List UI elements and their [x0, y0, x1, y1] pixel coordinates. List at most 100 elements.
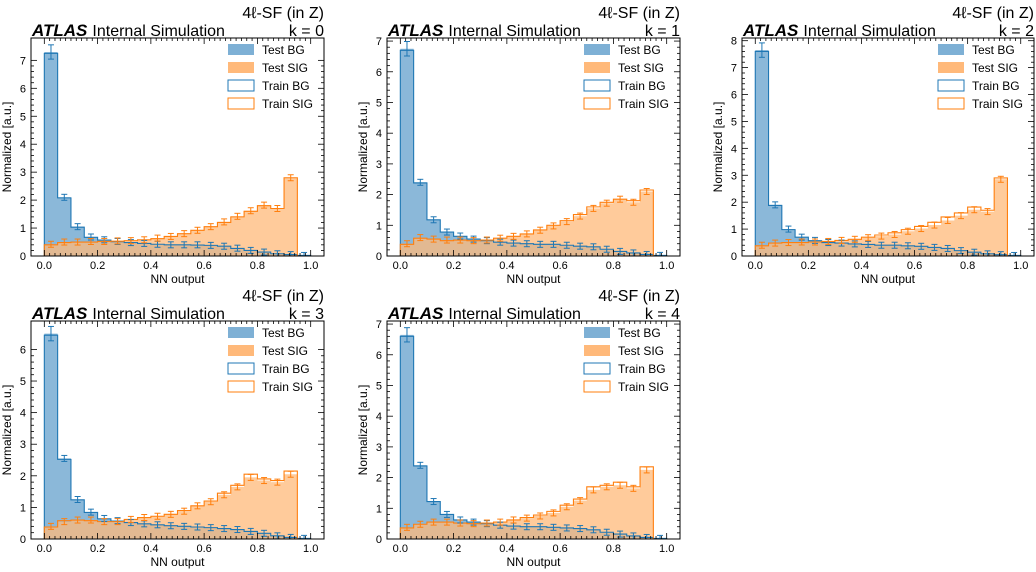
series-fill-1: [755, 179, 1008, 256]
error-bar: [1011, 251, 1018, 256]
error-bar: [603, 245, 610, 253]
error-bar: [550, 509, 557, 517]
x-tick-label: 1.0: [1013, 260, 1028, 272]
x-tick-label: 0.6: [196, 543, 211, 555]
x-tick-label: 1.0: [303, 543, 318, 555]
error-bar: [825, 237, 832, 245]
error-bar: [785, 225, 792, 233]
error-bar: [417, 234, 424, 242]
error-bar: [221, 525, 228, 533]
error-bar: [61, 238, 68, 246]
fold-label: k = 4: [645, 306, 680, 323]
y-tick-label: 0: [376, 251, 382, 263]
error-bar: [497, 518, 504, 526]
x-tick-label: 0.2: [90, 543, 105, 555]
y-tick-label: 6: [376, 67, 382, 79]
series-fill-0: [400, 48, 667, 256]
legend-label: Train SIG: [262, 97, 313, 111]
legend-swatch: [583, 362, 611, 375]
x-tick-label: 0.4: [499, 543, 514, 555]
error-bar: [74, 496, 81, 504]
error-bar: [497, 234, 504, 242]
series-fill-1: [44, 474, 298, 539]
y-tick-label: 2: [20, 471, 26, 483]
error-bar: [997, 175, 1004, 183]
error-bar: [550, 222, 557, 230]
x-axis-label: NN output: [150, 555, 205, 569]
y-tick-label: 8: [731, 36, 737, 48]
legend-swatch: [938, 44, 964, 55]
plot-area: [43, 44, 312, 256]
error-bar: [261, 201, 268, 209]
error-bar: [603, 199, 610, 207]
y-tick-label: 6: [20, 83, 26, 95]
error-bar: [114, 518, 121, 526]
y-tick-label: 7: [731, 63, 737, 75]
series-outline-1: [754, 177, 1008, 256]
series-fill-0: [44, 51, 311, 256]
error-bar: [457, 519, 464, 527]
series-fill-1: [44, 177, 298, 256]
legend-label: Train SIG: [618, 380, 669, 394]
y-tick-label: 1: [731, 224, 737, 236]
error-bar: [61, 518, 68, 526]
legend: Test BG Test SIG Train BG Train SIG: [227, 326, 313, 394]
x-tick-label: 0.8: [960, 260, 975, 272]
y-tick-label: 2: [376, 190, 382, 202]
error-bar: [403, 40, 410, 57]
error-bar: [931, 221, 938, 229]
error-bar: [758, 42, 765, 58]
error-bar: [127, 237, 134, 245]
error-bar: [430, 518, 437, 526]
error-bar: [798, 238, 805, 246]
x-tick-label: 1.0: [303, 260, 318, 272]
error-bar: [194, 241, 201, 249]
series-fill-1: [400, 469, 654, 539]
experiment-label: ATLAS Internal Simulation: [31, 304, 225, 323]
x-tick-label: 0.2: [446, 543, 461, 555]
legend-swatch: [937, 79, 965, 92]
error-bar: [577, 242, 584, 250]
error-bar: [918, 242, 925, 250]
series-fill-1: [400, 191, 654, 256]
error-bar: [154, 521, 161, 529]
error-bar: [101, 518, 108, 526]
histogram-panel-0: 0.0 0.2 0.4 0.6 0.8 1.0 0 1 2 3 4 5 6 7 NN output Norma…: [0, 5, 325, 286]
error-bar: [457, 236, 464, 244]
y-tick-label: 4: [376, 411, 382, 423]
x-axis-label: NN output: [506, 272, 561, 286]
error-bar: [47, 522, 54, 530]
region-label: 4ℓ-SF (in Z): [242, 288, 324, 305]
error-bar: [417, 461, 424, 469]
y-tick-label: 7: [20, 55, 26, 67]
x-tick-label: 0.6: [552, 543, 567, 555]
y-tick-label: 1: [376, 220, 382, 232]
error-bar: [590, 486, 597, 494]
error-bar: [287, 470, 294, 478]
x-tick-label: 0.2: [90, 260, 105, 272]
legend: Test BG Test SIG Train BG Train SIG: [583, 43, 669, 111]
error-bar: [87, 508, 94, 516]
error-bar: [657, 534, 664, 539]
y-tick-label: 6: [20, 344, 26, 356]
series-outline-0: [754, 50, 1022, 256]
y-tick-label: 3: [376, 159, 382, 171]
legend-swatch: [938, 62, 964, 73]
legend-swatch: [227, 380, 255, 393]
error-bar: [47, 44, 54, 60]
error-bar: [997, 251, 1004, 256]
error-bar: [918, 225, 925, 233]
error-bar: [287, 533, 294, 539]
legend-label: Test SIG: [618, 344, 664, 358]
legend-swatch: [583, 79, 611, 92]
legend-swatch: [583, 97, 611, 110]
error-bar: [287, 251, 294, 256]
error-bar: [221, 491, 228, 499]
error-bar: [47, 325, 54, 342]
legend-label: Test BG: [972, 43, 1015, 57]
y-tick-label: 0: [376, 534, 382, 546]
error-bar: [443, 510, 450, 518]
legend-label: Test SIG: [262, 344, 308, 358]
region-label: 4ℓ-SF (in Z): [598, 5, 680, 22]
error-bar: [563, 241, 570, 249]
